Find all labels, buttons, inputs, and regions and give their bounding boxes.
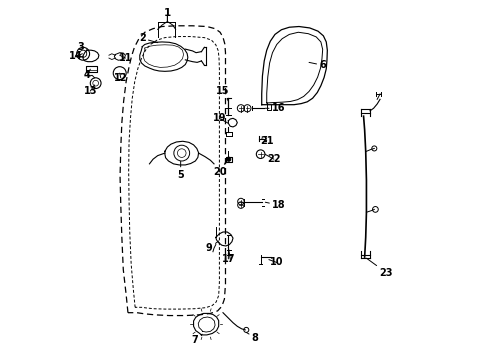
Text: 6: 6: [308, 60, 325, 70]
Text: 8: 8: [246, 332, 258, 343]
Text: 15: 15: [215, 86, 228, 101]
Text: 20: 20: [213, 160, 226, 177]
Text: 11: 11: [119, 53, 132, 63]
Text: 7: 7: [191, 334, 202, 345]
Text: 18: 18: [265, 200, 285, 210]
Text: 23: 23: [366, 258, 392, 278]
Text: 4: 4: [84, 69, 91, 80]
Text: 13: 13: [83, 85, 97, 96]
Text: 14: 14: [68, 51, 82, 61]
Text: 5: 5: [177, 161, 183, 180]
Circle shape: [226, 157, 230, 161]
Text: 12: 12: [114, 73, 127, 83]
Text: 19: 19: [212, 113, 228, 123]
Text: 2: 2: [139, 33, 158, 43]
Text: 21: 21: [260, 136, 273, 145]
Text: 10: 10: [268, 257, 283, 267]
Text: 3: 3: [77, 42, 86, 52]
Text: 9: 9: [205, 241, 218, 253]
Text: 1: 1: [163, 8, 171, 18]
Text: 16: 16: [265, 103, 285, 113]
Text: 22: 22: [264, 154, 280, 164]
Text: 17: 17: [221, 253, 235, 264]
